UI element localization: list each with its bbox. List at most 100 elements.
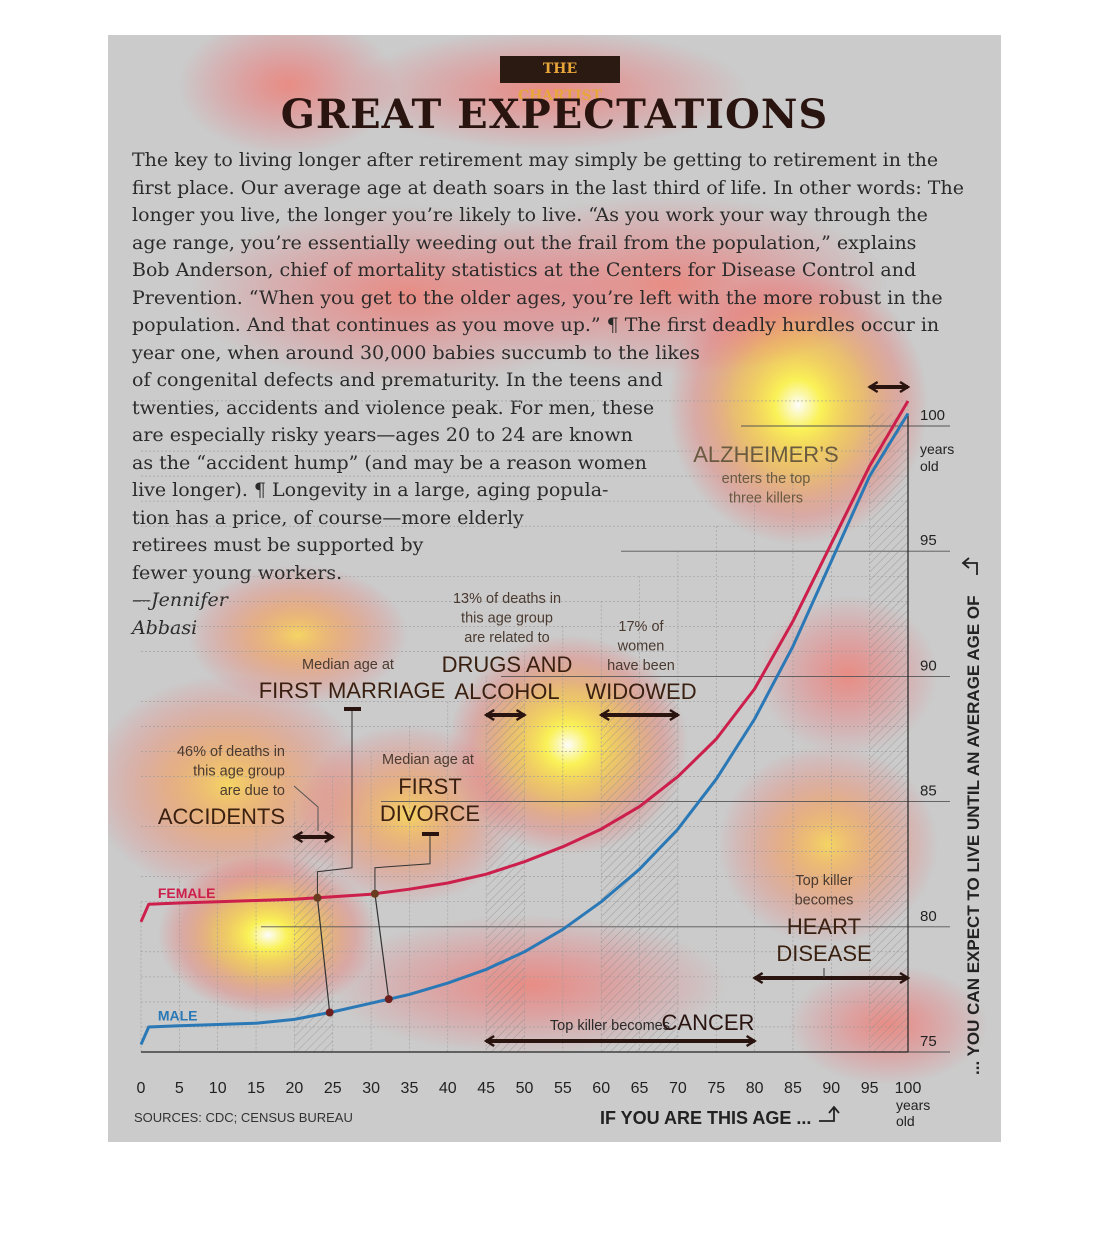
heart-disease-label: DISEASE <box>776 941 871 966</box>
series-label-female: FEMALE <box>158 885 216 901</box>
x-tick-label: 15 <box>247 1080 265 1097</box>
x-tick-label: 45 <box>477 1080 495 1097</box>
first-marriage-leader <box>316 709 353 898</box>
y-tick-label: 90 <box>920 657 937 674</box>
widowed-note: women <box>617 639 665 655</box>
first-divorce-female-dot <box>370 889 379 898</box>
drugs-alcohol-range-arrow-head-right <box>515 708 527 722</box>
accidents-note: 46% of deaths in <box>177 744 285 760</box>
cancer-range-arrow-head-right <box>745 1034 757 1048</box>
alzheimers-label: ALZHEIMER’S <box>693 442 838 467</box>
y-axis-arrow-icon <box>961 557 978 575</box>
heart-disease-note: Top killer <box>795 873 852 889</box>
x-tick-label: 55 <box>554 1080 572 1097</box>
drugs-alcohol-label: DRUGS AND <box>442 652 573 677</box>
heart-disease-label: HEART <box>787 914 861 939</box>
intro-line: Prevention. “When you get to the older a… <box>132 286 943 309</box>
heart-disease-range-arrow-head-left <box>752 971 764 985</box>
y-tick-label: 85 <box>920 783 937 800</box>
series-label-male: MALE <box>158 1007 198 1023</box>
x-tick-label: 25 <box>324 1080 342 1097</box>
byline-line: Abbasi <box>132 616 198 639</box>
first-marriage-note: Median age at <box>302 657 394 673</box>
y-unit-label: years <box>920 441 954 457</box>
headline: GREAT EXPECTATIONS <box>280 91 829 138</box>
y-tick-label: 75 <box>920 1033 937 1050</box>
x-tick-label: 35 <box>401 1080 419 1097</box>
intro-line: The key to living longer after retiremen… <box>132 149 939 171</box>
accidents-note: are due to <box>220 783 285 799</box>
cancer-note: Top killer becomes <box>550 1018 670 1034</box>
drugs-alcohol-note: are related to <box>464 630 549 646</box>
alzheimers-range-arrow-head-left <box>867 380 879 394</box>
alzheimers-band <box>869 413 908 1053</box>
intro-line: longer you live, the longer you’re likel… <box>132 204 928 226</box>
drugs-alcohol-note: this age group <box>461 611 553 627</box>
alzheimers-range-arrow-head-right <box>899 380 911 394</box>
accidents-leader <box>293 785 319 831</box>
sources-note: SOURCES: CDC; CENSUS BUREAU <box>134 1110 353 1125</box>
series-line-male <box>139 412 910 1046</box>
cancer-label: CANCER <box>662 1010 755 1035</box>
widowed-range-arrow-head-right <box>669 708 681 722</box>
x-axis-arrow-icon <box>819 1105 840 1122</box>
intro-line: retirees must be supported by <box>132 534 424 556</box>
y-unit-label: old <box>920 458 939 474</box>
first-marriage-male-dot <box>325 1008 334 1017</box>
intro-line: are especially risky years—ages 20 to 24… <box>132 424 633 446</box>
first-divorce-label: FIRST <box>398 774 462 799</box>
intro-line: as the “accident hump” (and may be a rea… <box>132 451 647 474</box>
x-tick-label: 85 <box>784 1080 802 1097</box>
intro-line: age range, you’re essentially weeding ou… <box>132 231 917 254</box>
y-tick-label: 100 <box>920 407 945 424</box>
widowed-range-arrow-head-left <box>598 708 610 722</box>
x-tick-label: 5 <box>175 1080 184 1097</box>
intro-line: fewer young workers. <box>132 561 343 584</box>
intro-line: population. And that continues as you mo… <box>132 314 940 336</box>
intro-line: live longer). ¶ Longevity in a large, ag… <box>132 479 609 501</box>
intro-line: first place. Our average age at death so… <box>132 176 964 199</box>
x-tick-label: 75 <box>707 1080 725 1097</box>
heart-disease-note: becomes <box>795 893 854 909</box>
cancer-range-arrow-head-left <box>483 1034 495 1048</box>
widowed-note: 17% of <box>618 619 664 635</box>
x-tick-label: 80 <box>746 1080 764 1097</box>
intro-line: Bob Anderson, chief of mortality statist… <box>132 259 917 281</box>
first-divorce-leader <box>374 834 431 894</box>
alzheimers-note: three killers <box>729 491 803 507</box>
accidents-label: ACCIDENTS <box>158 804 285 829</box>
drugs-alcohol-range-arrow-head-left <box>483 708 495 722</box>
intro-line: tion has a price, of course—more elderly <box>132 506 524 529</box>
byline-line: —Jennifer <box>132 589 228 611</box>
first-marriage-connector <box>316 897 331 1013</box>
widowed-note: have been <box>607 658 675 674</box>
x-tick-label: 10 <box>209 1080 227 1097</box>
alzheimers-note: enters the top <box>722 471 811 487</box>
x-tick-label: 70 <box>669 1080 687 1097</box>
x-axis-title: IF YOU ARE THIS AGE ... <box>600 1108 811 1128</box>
drugs-alcohol-note: 13% of deaths in <box>453 591 561 607</box>
y-axis-title: ... YOU CAN EXPECT TO LIVE UNTIL AN AVER… <box>964 595 983 1075</box>
intro-line: of congenital defects and prematurity. I… <box>132 369 663 391</box>
x-unit-label: years <box>896 1097 930 1113</box>
y-tick-label: 95 <box>920 532 937 549</box>
accidents-range-arrow-head-left <box>292 830 304 844</box>
first-divorce-male-dot <box>384 995 393 1004</box>
life-expectancy-chart: 0 5 10 15 20 25 30 35 40 45 50 55 60 65 70 75 80 85 90 95 10… <box>137 380 983 1129</box>
first-divorce-connector <box>374 893 390 1000</box>
widowed-band <box>601 693 678 1052</box>
series-line-female <box>139 400 910 923</box>
kicker-label: THE CHARTIST <box>500 56 620 104</box>
y-tick-label: 80 <box>920 908 937 925</box>
heart-disease-range-arrow-head-right <box>899 971 911 985</box>
x-tick-label: 30 <box>362 1080 380 1097</box>
x-tick-label: 50 <box>516 1080 534 1097</box>
x-tick-label: 20 <box>286 1080 304 1097</box>
intro-text: The key to living longer after retiremen… <box>132 147 964 642</box>
first-divorce-label: DIVORCE <box>380 801 480 826</box>
intro-line: year one, when around 30,000 babies succ… <box>132 341 700 364</box>
drugs-alcohol-label: ALCOHOL <box>454 679 559 704</box>
first-marriage-female-dot <box>313 893 322 902</box>
accidents-range-arrow-head-right <box>324 830 336 844</box>
first-divorce-note: Median age at <box>382 752 474 768</box>
